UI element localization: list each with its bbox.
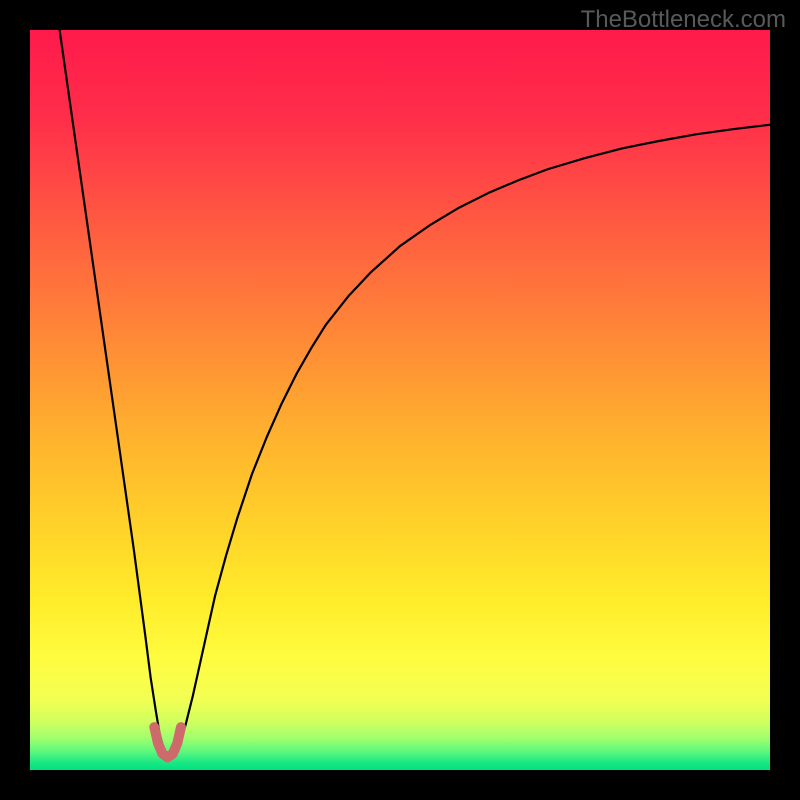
watermark-text: TheBottleneck.com [581,6,786,34]
chart-frame: TheBottleneck.com [0,0,800,800]
chart-svg [30,30,770,770]
plot-area [30,30,770,770]
